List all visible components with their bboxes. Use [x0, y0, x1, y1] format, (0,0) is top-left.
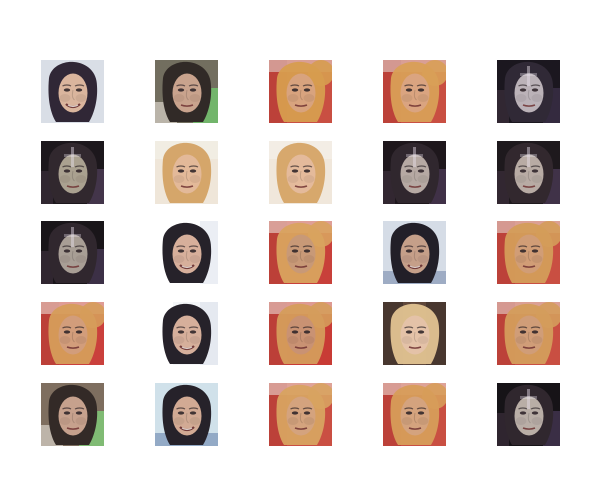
face-image [155, 221, 218, 284]
face-image [497, 221, 560, 284]
face-image [269, 221, 332, 284]
face-thumbnail-r5-c5 [497, 383, 560, 446]
face-thumbnail-r4-c2 [155, 302, 218, 365]
face-image [497, 383, 560, 446]
face-thumbnail-r3-c1 [41, 221, 104, 284]
face-thumbnail-r2-c3 [269, 141, 332, 204]
face-image [383, 383, 446, 446]
face-thumbnail-r5-c2 [155, 383, 218, 446]
face-image [41, 60, 104, 123]
face-image [383, 221, 446, 284]
face-thumbnail-r3-c5 [497, 221, 560, 284]
face-image [269, 60, 332, 123]
face-thumbnail-r1-c2 [155, 60, 218, 123]
face-image [269, 141, 332, 204]
face-thumbnail-r5-c1 [41, 383, 104, 446]
face-image [497, 302, 560, 365]
face-thumbnail-r2-c1 [41, 141, 104, 204]
face-image [497, 60, 560, 123]
face-thumbnail-r2-c5 [497, 141, 560, 204]
face-thumbnail-r2-c2 [155, 141, 218, 204]
face-image [497, 141, 560, 204]
face-thumbnail-r4-c1 [41, 302, 104, 365]
face-image [41, 141, 104, 204]
face-thumbnail-r5-c4 [383, 383, 446, 446]
face-thumbnail-r1-c4 [383, 60, 446, 123]
face-thumbnail-r4-c3 [269, 302, 332, 365]
face-image [269, 383, 332, 446]
face-image [41, 383, 104, 446]
face-image [41, 302, 104, 365]
face-thumbnail-r1-c5 [497, 60, 560, 123]
face-image [383, 141, 446, 204]
face-thumbnail-r3-c2 [155, 221, 218, 284]
face-image [383, 60, 446, 123]
face-thumbnail-r3-c4 [383, 221, 446, 284]
face-image [383, 302, 446, 365]
face-thumbnail-r4-c4 [383, 302, 446, 365]
face-image [155, 60, 218, 123]
face-image [155, 302, 218, 365]
face-image [41, 221, 104, 284]
face-thumbnail-r1-c1 [41, 60, 104, 123]
face-thumbnail-r3-c3 [269, 221, 332, 284]
face-thumbnail-r1-c3 [269, 60, 332, 123]
face-thumbnail-r4-c5 [497, 302, 560, 365]
face-image [155, 141, 218, 204]
face-image [269, 302, 332, 365]
face-image [155, 383, 218, 446]
face-thumbnail-r5-c3 [269, 383, 332, 446]
face-thumbnail-r2-c4 [383, 141, 446, 204]
